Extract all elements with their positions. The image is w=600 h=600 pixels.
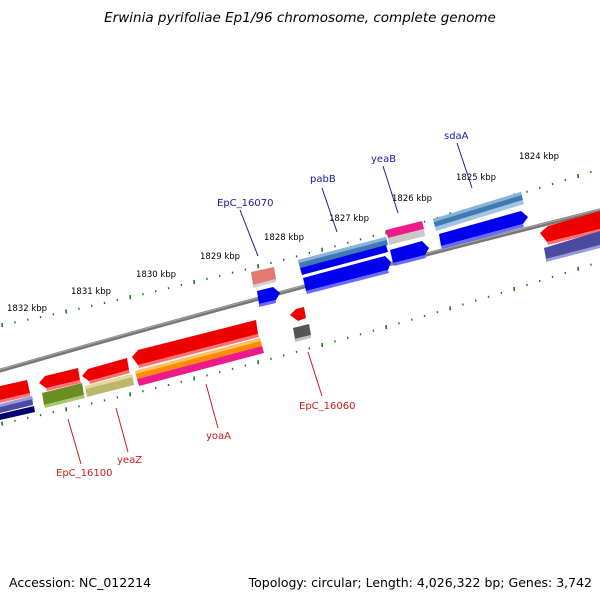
gene-epc-16100[interactable] (42, 383, 85, 408)
topology-label: Topology: circular; Length: 4,026,322 bp… (248, 575, 592, 590)
gene-epc-16070[interactable] (251, 267, 276, 288)
gene-epc-16060[interactable] (290, 307, 306, 321)
tick-label-1824: 1824 kbp (519, 152, 559, 162)
gene-orange[interactable] (135, 338, 262, 379)
gene-yeab[interactable] (386, 221, 425, 245)
tick-label-1829: 1829 kbp (200, 252, 240, 262)
tick-label-1830: 1830 kbp (136, 270, 176, 280)
gene-red-edge[interactable] (0, 380, 30, 403)
gene-blue-1[interactable] (300, 245, 388, 275)
label-leaders (67, 142, 473, 465)
tick-labels: 1832 kbp 1831 kbp 1830 kbp 1829 kbp 1828… (7, 152, 559, 314)
tick-label-1828: 1828 kbp (264, 233, 304, 243)
label-yeab[interactable]: yeaB (371, 154, 396, 165)
gene-red-left[interactable] (39, 368, 81, 391)
label-epc-16100[interactable]: EpC_16100 (56, 468, 112, 479)
label-yeaz[interactable]: yeaZ (117, 455, 142, 466)
label-epc-16060[interactable]: EpC_16060 (299, 401, 355, 412)
gene-yoaa[interactable] (137, 346, 264, 386)
gene-small-blue[interactable] (257, 287, 280, 307)
tick-label-1825: 1825 kbp (456, 173, 496, 183)
upper-tick-row (1, 170, 592, 328)
gene-blue-4[interactable] (439, 211, 528, 249)
gene-small-gray[interactable] (293, 324, 311, 342)
map-title: Erwinia pyrifoliae Ep1/96 chromosome, co… (104, 10, 496, 26)
gene-slate-right[interactable] (544, 231, 600, 262)
gene-red-long[interactable] (132, 320, 259, 368)
label-pabb[interactable]: pabB (310, 174, 336, 185)
gene-slate-edge[interactable] (0, 396, 33, 413)
gene-red-right[interactable] (540, 211, 600, 245)
tick-label-1832: 1832 kbp (7, 304, 47, 314)
gene-labels: EpC_16070 pabB yeaB sdaA EpC_16100 yeaZ … (56, 131, 469, 479)
reverse-strand-genes (0, 307, 311, 420)
forward-strand-genes (251, 192, 600, 307)
gene-navy-edge[interactable] (0, 406, 35, 420)
genome-backbone (0, 208, 600, 373)
label-yoaa[interactable]: yoaA (206, 431, 231, 442)
gene-blue-3[interactable] (390, 241, 429, 266)
gene-pabb[interactable] (298, 237, 388, 268)
tick-label-1831: 1831 kbp (71, 287, 111, 297)
tick-label-1826: 1826 kbp (392, 194, 432, 204)
genome-backbone-highlight (0, 208, 600, 371)
lower-tick-row (1, 263, 592, 426)
tick-label-1827: 1827 kbp (329, 214, 369, 224)
gene-yeaz[interactable] (85, 374, 134, 397)
gene-sdaa[interactable] (433, 192, 524, 231)
accession-label: Accession: NC_012214 (9, 575, 152, 590)
gene-red-mid[interactable] (82, 358, 130, 384)
label-epc-16070[interactable]: EpC_16070 (217, 198, 273, 209)
gene-blue-2[interactable] (303, 256, 391, 294)
label-sdaa[interactable]: sdaA (444, 131, 469, 142)
